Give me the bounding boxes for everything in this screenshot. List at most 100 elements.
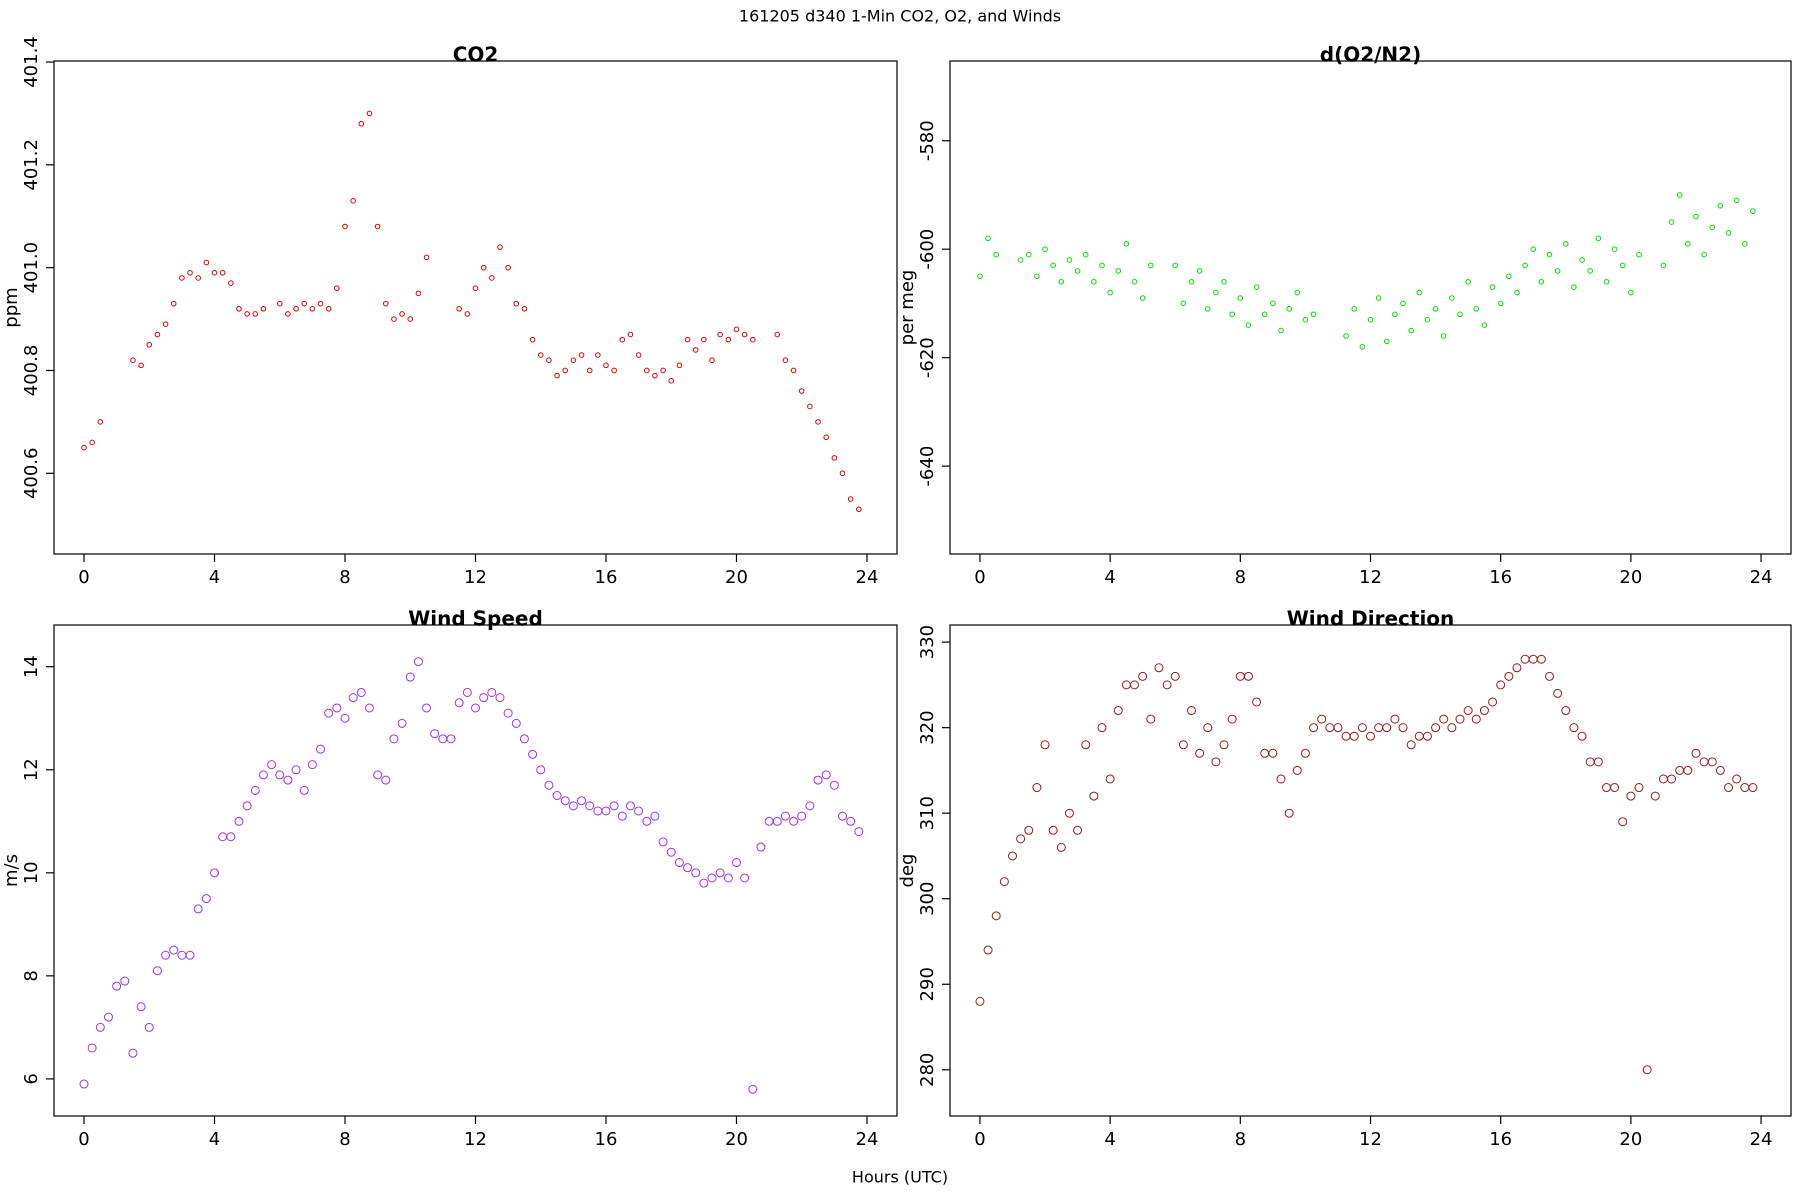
data-point: [1465, 278, 1471, 285]
data-point: [1439, 714, 1449, 724]
data-point: [1447, 723, 1457, 733]
plot-frame: [53, 624, 898, 1117]
data-point: [790, 367, 797, 374]
data-point: [529, 336, 536, 343]
data-point: [1359, 344, 1366, 350]
data-point: [1520, 654, 1530, 664]
data-point: [627, 331, 634, 338]
data-point: [464, 311, 471, 317]
data-point: [1317, 714, 1327, 724]
data-point: [250, 785, 260, 795]
data-point: [1398, 723, 1408, 733]
data-point: [366, 110, 373, 117]
data-point: [513, 300, 520, 307]
data-point: [1408, 327, 1414, 334]
data-point: [1733, 197, 1740, 204]
data-point: [593, 806, 603, 816]
data-point: [1610, 783, 1620, 793]
data-point: [299, 785, 309, 795]
data-point: [1302, 316, 1309, 323]
data-point: [1585, 757, 1595, 767]
data-point: [1618, 817, 1628, 827]
data-point: [823, 434, 830, 441]
x-tick-label: 24: [856, 567, 879, 588]
data-point: [1431, 723, 1441, 733]
data-point: [1025, 251, 1032, 258]
data-point: [838, 811, 848, 821]
y-axis-label: ppm: [1, 287, 22, 327]
data-point: [316, 744, 326, 754]
data-point: [652, 372, 658, 379]
data-point: [782, 357, 789, 363]
data-point: [348, 693, 358, 703]
data-point: [1455, 714, 1465, 724]
data-point: [234, 816, 244, 826]
data-point: [415, 290, 422, 297]
data-point: [169, 945, 179, 955]
data-point: [1268, 748, 1278, 758]
data-point: [985, 235, 991, 242]
data-point: [275, 770, 285, 780]
data-point: [201, 894, 211, 904]
data-point: [1186, 706, 1196, 716]
data-point: [1351, 306, 1358, 312]
data-point: [170, 300, 177, 307]
data-point: [1504, 671, 1514, 681]
data-point: [521, 305, 528, 312]
data-point: [1170, 671, 1180, 681]
x-tick-label: 20: [1619, 567, 1642, 588]
data-point: [544, 780, 554, 790]
data-point: [829, 780, 839, 790]
data-point: [1658, 774, 1668, 784]
data-point: [81, 444, 87, 451]
data-point: [1489, 284, 1496, 290]
data-point: [1506, 273, 1512, 280]
data-point: [691, 868, 701, 878]
x-tick-label: 16: [1489, 1129, 1512, 1150]
x-tick-label: 0: [78, 567, 89, 588]
data-point: [1081, 740, 1091, 750]
data-point: [668, 377, 675, 384]
data-point: [635, 352, 642, 358]
data-point: [397, 718, 407, 728]
data-point: [650, 811, 660, 821]
x-tick-label: 16: [1489, 567, 1512, 588]
data-point: [709, 357, 715, 363]
data-point: [1310, 311, 1317, 318]
data-point: [1178, 740, 1188, 750]
data-point: [480, 264, 487, 271]
data-point: [1261, 311, 1268, 318]
data-point: [683, 863, 693, 873]
data-point: [210, 868, 220, 878]
plot-panel: CO2 ppm 0 4 8 12 16 20 24 400.6 400.8 401.0 401.2 401…: [1, 36, 898, 588]
data-point: [1294, 289, 1301, 296]
data-point: [595, 352, 601, 358]
x-tick-label: 24: [1750, 1129, 1773, 1150]
data-point: [1195, 748, 1205, 758]
data-point: [438, 734, 448, 744]
data-point: [1040, 740, 1050, 750]
data-point: [1457, 311, 1463, 318]
data-point: [1154, 663, 1164, 673]
plot-frame: [949, 60, 1792, 555]
data-point: [1325, 723, 1335, 733]
data-point: [1392, 311, 1398, 318]
data-point: [350, 198, 356, 204]
data-point: [1660, 262, 1667, 269]
data-point: [1237, 295, 1244, 301]
data-point: [643, 367, 650, 374]
data-point: [495, 693, 505, 703]
data-point: [162, 321, 169, 328]
data-point: [97, 419, 104, 425]
data-point: [1341, 731, 1351, 741]
data-point: [991, 911, 1001, 921]
data-point: [1270, 300, 1276, 307]
data-point: [1366, 731, 1375, 741]
data-point: [1603, 278, 1610, 285]
data-point: [1479, 706, 1489, 716]
x-tick-label: 0: [78, 1129, 89, 1150]
data-point: [1278, 327, 1284, 334]
data-point: [236, 305, 242, 312]
data-point: [1375, 295, 1382, 301]
data-point: [585, 801, 595, 811]
